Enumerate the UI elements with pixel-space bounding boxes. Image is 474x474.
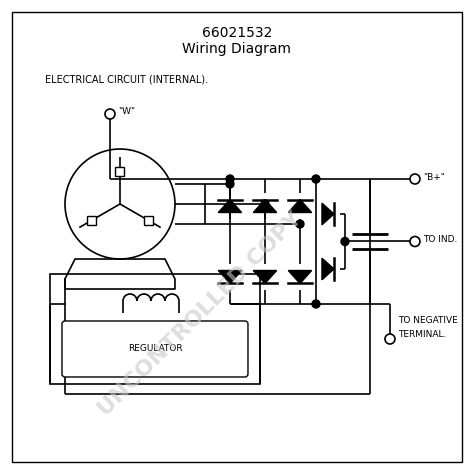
Text: UNCONTROLLED COPY: UNCONTROLLED COPY (94, 209, 306, 419)
Text: "B+": "B+" (423, 173, 445, 182)
FancyBboxPatch shape (62, 321, 248, 377)
Polygon shape (65, 259, 175, 289)
Circle shape (312, 175, 320, 183)
Bar (87, 216, 96, 225)
Circle shape (226, 175, 234, 183)
Polygon shape (219, 271, 242, 283)
Bar (144, 216, 153, 225)
Circle shape (261, 200, 269, 208)
Text: 66021532: 66021532 (202, 26, 272, 40)
Circle shape (312, 300, 320, 308)
Circle shape (226, 180, 234, 188)
Circle shape (385, 334, 395, 344)
Circle shape (341, 237, 349, 246)
Text: TERMINAL.: TERMINAL. (398, 330, 447, 339)
Polygon shape (288, 200, 312, 212)
Circle shape (410, 237, 420, 246)
Text: TO IND.: TO IND. (423, 235, 457, 244)
Text: REGULATOR: REGULATOR (128, 345, 182, 354)
Polygon shape (288, 271, 312, 283)
Text: Wiring Diagram: Wiring Diagram (182, 42, 292, 56)
Polygon shape (253, 271, 277, 283)
Text: "W": "W" (118, 107, 135, 116)
Polygon shape (322, 203, 334, 225)
Circle shape (296, 220, 304, 228)
Bar (116, 166, 125, 175)
Polygon shape (219, 200, 242, 212)
Text: TO NEGATIVE: TO NEGATIVE (398, 317, 458, 326)
Polygon shape (322, 258, 334, 280)
Circle shape (410, 174, 420, 184)
Bar (50, 274, 260, 384)
Text: ELECTRICAL CIRCUIT (INTERNAL).: ELECTRICAL CIRCUIT (INTERNAL). (45, 74, 208, 84)
Polygon shape (253, 200, 277, 212)
Circle shape (65, 149, 175, 259)
Circle shape (105, 109, 115, 119)
